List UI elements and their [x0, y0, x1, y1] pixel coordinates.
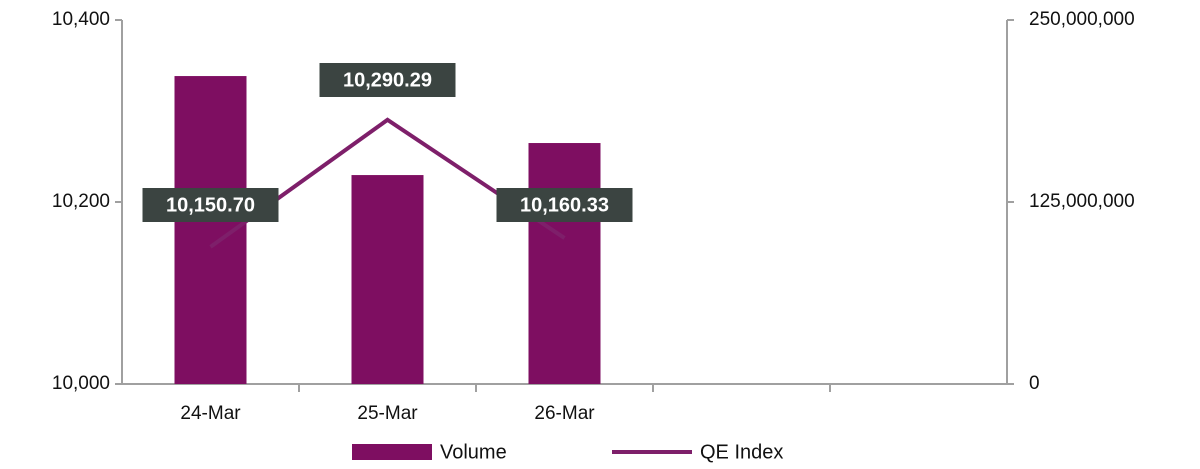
x-tick-label: 26-Mar — [534, 403, 595, 424]
data-label: 10,290.29 — [343, 69, 432, 91]
data-label: 10,160.33 — [520, 194, 609, 216]
legend-label: QE Index — [700, 441, 783, 463]
x-tick-label: 25-Mar — [357, 403, 418, 424]
bar — [351, 175, 424, 384]
bar — [528, 143, 601, 384]
y-tick-label: 10,000 — [52, 373, 110, 394]
data-label-box — [496, 188, 633, 222]
y-tick-label: 10,400 — [52, 9, 110, 30]
x-tick-label: 24-Mar — [180, 403, 241, 424]
data-label: 10,150.70 — [166, 194, 255, 216]
data-label-box — [142, 188, 279, 222]
data-label-box — [319, 63, 456, 97]
legend-swatch — [352, 444, 432, 460]
y-tick-label: 10,200 — [52, 191, 110, 212]
y2-tick-label: 250,000,000 — [1029, 9, 1135, 30]
y2-tick-label: 0 — [1029, 373, 1040, 394]
y2-tick-label: 125,000,000 — [1029, 191, 1135, 212]
legend-label: Volume — [440, 441, 507, 463]
